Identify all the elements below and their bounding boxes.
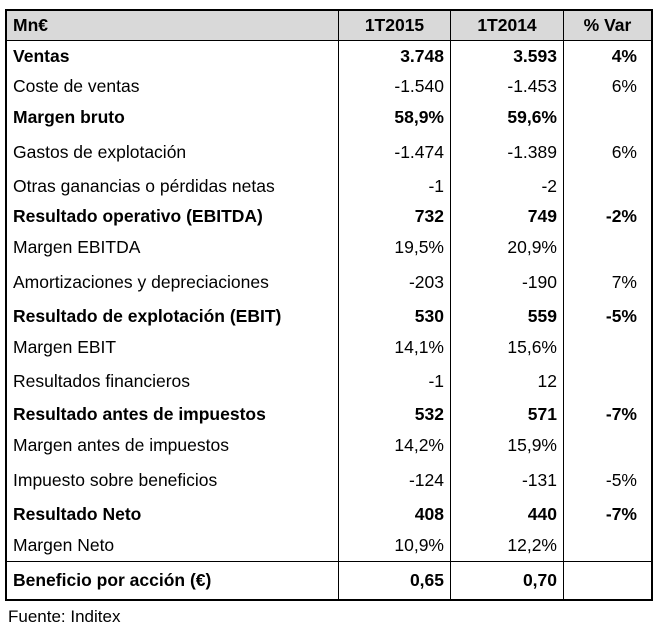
value-1t2014: 440: [451, 499, 564, 529]
value-1t2014: 559: [451, 301, 564, 331]
table-row: Resultado de explotación (EBIT) 530 559 -5%: [7, 301, 651, 331]
income-statement-table: Mn€ 1T2015 1T2014 % Var Ventas 3.748 3.593…: [5, 9, 653, 601]
value-1t2015: 14,1%: [339, 331, 451, 363]
value-var: 7%: [611, 271, 637, 292]
table-row: Coste de ventas -1.540 -1.453 6%: [7, 71, 651, 101]
table-row: Ventas 3.748 3.593 4%: [7, 41, 651, 71]
table-row: Resultado Neto 408 440 -7%: [7, 499, 651, 529]
value-1t2015: -1: [339, 171, 451, 201]
table-row: Beneficio por acción (€) 0,65 0,70: [7, 561, 651, 599]
value-1t2015: -203: [339, 263, 451, 301]
value-1t2014: 12,2%: [451, 529, 564, 561]
table-row: Impuesto sobre beneficios -124 -131 -5%: [7, 461, 651, 499]
value-var: [564, 363, 651, 399]
value-1t2014: 3.593: [451, 41, 564, 71]
header-1t2015: 1T2015: [339, 11, 451, 40]
table-row: Resultado operativo (EBITDA) 732 749 -2%: [7, 201, 651, 231]
value-1t2014: 15,6%: [451, 331, 564, 363]
row-label: Resultado operativo (EBITDA): [7, 201, 339, 231]
table-body: Ventas 3.748 3.593 4% Coste de ventas -1.540-…: [7, 41, 651, 599]
table-row: Margen antes de impuestos 14,2% 15,9%: [7, 429, 651, 461]
value-1t2015: 14,2%: [339, 429, 451, 461]
value-1t2014: 571: [451, 399, 564, 429]
value-1t2015: -1.474: [339, 133, 451, 171]
row-label: Margen bruto: [7, 101, 339, 133]
row-label: Resultado de explotación (EBIT): [7, 301, 339, 331]
value-var: [564, 101, 651, 133]
value-var: -7%: [605, 403, 637, 424]
value-1t2014: -190: [451, 263, 564, 301]
value-1t2015: 10,9%: [339, 529, 451, 561]
value-1t2015: 3.748: [339, 41, 451, 71]
value-1t2015: 732: [339, 201, 451, 231]
value-var: [564, 231, 651, 263]
value-var: [564, 331, 651, 363]
value-var: 6%: [611, 141, 637, 162]
value-var: -7%: [605, 503, 637, 524]
row-label: Impuesto sobre beneficios: [7, 461, 339, 499]
table-row: Margen EBITDA 19,5% 20,9%: [7, 231, 651, 263]
value-1t2014: 15,9%: [451, 429, 564, 461]
value-var: -5%: [605, 305, 637, 326]
source-footnote: Fuente: Inditex: [8, 607, 121, 626]
table-row: Gastos de explotación -1.474 -1.389 6%: [7, 133, 651, 171]
row-label: Gastos de explotación: [7, 133, 339, 171]
value-var: 4%: [611, 45, 637, 66]
row-label: Amortizaciones y depreciaciones: [7, 263, 339, 301]
header-var: % Var: [583, 15, 632, 35]
header-label: Mn€: [7, 11, 339, 40]
header-1t2014: 1T2014: [451, 11, 564, 40]
row-label: Margen EBIT: [7, 331, 339, 363]
row-label: Coste de ventas: [7, 71, 339, 101]
row-label: Resultado Neto: [7, 499, 339, 529]
table-row: Resultados financieros -1 12: [7, 363, 651, 399]
table-row: Amortizaciones y depreciaciones -203 -190 7…: [7, 263, 651, 301]
value-var: [564, 562, 651, 599]
value-1t2015: 532: [339, 399, 451, 429]
value-1t2014: 0,70: [451, 562, 564, 599]
value-var: 6%: [611, 75, 637, 96]
value-1t2014: 20,9%: [451, 231, 564, 263]
row-label: Margen Neto: [7, 529, 339, 561]
value-1t2014: -1.389: [451, 133, 564, 171]
value-1t2014: -2: [451, 171, 564, 201]
value-1t2015: 19,5%: [339, 231, 451, 263]
value-var: [564, 429, 651, 461]
value-1t2014: -131: [451, 461, 564, 499]
value-1t2014: 59,6%: [451, 101, 564, 133]
table-header-row: Mn€ 1T2015 1T2014 % Var: [7, 11, 651, 41]
value-var: [564, 171, 651, 201]
value-1t2015: -1.540: [339, 71, 451, 101]
value-1t2015: 530: [339, 301, 451, 331]
table-row: Margen EBIT 14,1% 15,6%: [7, 331, 651, 363]
table-row: Otras ganancias o pérdidas netas -1 -2: [7, 171, 651, 201]
row-label: Otras ganancias o pérdidas netas: [7, 171, 339, 201]
row-label: Resultado antes de impuestos: [7, 399, 339, 429]
table-row: Margen bruto 58,9% 59,6%: [7, 101, 651, 133]
table-row: Resultado antes de impuestos 532 571 -7%: [7, 399, 651, 429]
value-1t2014: -1.453: [451, 71, 564, 101]
value-1t2015: -124: [339, 461, 451, 499]
value-1t2014: 749: [451, 201, 564, 231]
value-var: -2%: [605, 205, 637, 226]
value-1t2015: -1: [339, 363, 451, 399]
value-1t2015: 58,9%: [339, 101, 451, 133]
value-var: [564, 529, 651, 561]
table-row: Margen Neto 10,9% 12,2%: [7, 529, 651, 561]
value-1t2015: 0,65: [339, 562, 451, 599]
row-label: Beneficio por acción (€): [7, 562, 339, 599]
row-label: Margen EBITDA: [7, 231, 339, 263]
row-label: Ventas: [7, 41, 339, 71]
value-1t2014: 12: [451, 363, 564, 399]
row-label: Margen antes de impuestos: [7, 429, 339, 461]
value-var: -5%: [605, 469, 637, 490]
value-1t2015: 408: [339, 499, 451, 529]
row-label: Resultados financieros: [7, 363, 339, 399]
